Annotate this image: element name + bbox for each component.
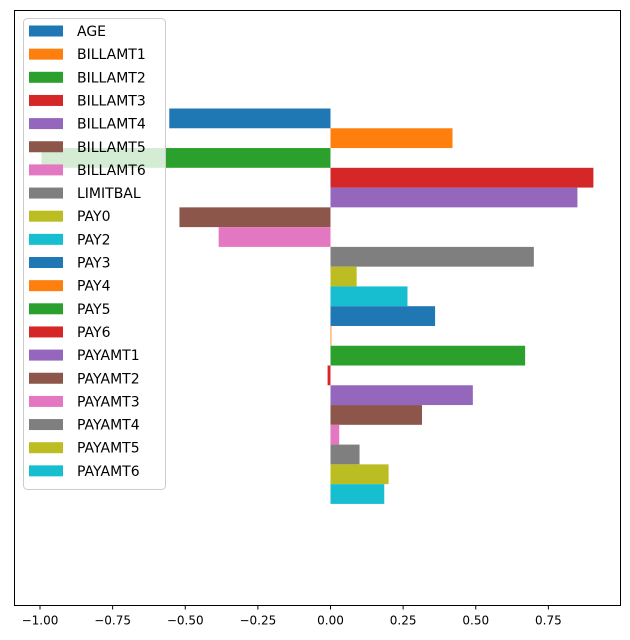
x-tick-label: 0.50: [462, 614, 489, 628]
x-tick-label: −0.75: [94, 614, 131, 628]
legend-swatch-pay6: [29, 326, 63, 338]
legend-label-billamt1: BILLAMT1: [77, 47, 146, 63]
legend-swatch-limitbal: [29, 187, 63, 199]
legend-swatch-billamt1: [29, 48, 63, 60]
legend-label-pay0: PAY0: [77, 209, 111, 225]
legend-label-age: AGE: [77, 24, 106, 40]
legend-swatch-payamt3: [29, 395, 63, 407]
legend-label-payamt1: PAYAMT1: [77, 348, 140, 364]
legend-swatch-age: [29, 25, 63, 37]
bar-age: [169, 108, 331, 129]
legend-swatch-billamt6: [29, 164, 63, 176]
bar-pay5: [330, 345, 526, 366]
legend-swatch-pay5: [29, 303, 63, 315]
bar-billamt1: [330, 128, 453, 149]
legend-label-billamt6: BILLAMT6: [77, 163, 146, 179]
axes-layer: −1.00 −0.75 −0.50 −0.25 0.00 0.25 0.50 0.75: [14, 10, 621, 628]
legend-label-pay5: PAY5: [77, 302, 111, 318]
bar-billamt3: [330, 167, 594, 188]
bar-pay2: [330, 286, 408, 307]
bar-payamt2: [330, 405, 423, 425]
legend-swatch-payamt4: [29, 419, 63, 431]
x-tick-label: 0.75: [535, 614, 562, 628]
bar-limitbal: [330, 246, 534, 267]
legend-swatch-payamt5: [29, 442, 63, 454]
bar-pay4: [330, 325, 332, 346]
legend-label-billamt3: BILLAMT3: [77, 93, 146, 109]
bar-billamt5: [179, 207, 331, 228]
x-tick-label: −1.00: [22, 614, 59, 628]
legend-swatch-payamt1: [29, 349, 63, 361]
bar-billamt6: [218, 227, 331, 247]
legend: AGE BILLAMT1 BILLAMT2 BILLAMT3 BILLAMT4 BILLA…: [23, 18, 166, 490]
bar-pay0: [330, 266, 357, 287]
legend-swatch-payamt2: [29, 372, 63, 384]
legend-swatch-billamt5: [29, 141, 63, 153]
bar-payamt4: [330, 444, 360, 465]
legend-label-pay2: PAY2: [77, 232, 111, 248]
legend-label-payamt3: PAYAMT3: [77, 394, 140, 410]
legend-swatch-billamt4: [29, 118, 63, 130]
legend-swatch-pay0: [29, 210, 63, 222]
legend-label-billamt5: BILLAMT5: [77, 140, 146, 156]
legend-label-payamt4: PAYAMT4: [77, 418, 140, 434]
bars-layer: [41, 108, 594, 504]
legend-swatch-pay3: [29, 257, 63, 268]
legend-swatch-billamt2: [29, 71, 63, 83]
bar-payamt6: [330, 484, 385, 504]
legend-label-payamt6: PAYAMT6: [77, 464, 140, 480]
x-tick-label: 0.00: [317, 614, 344, 628]
plot-frame: [14, 10, 621, 606]
legend-label-payamt2: PAYAMT2: [77, 371, 140, 387]
legend-swatch-pay4: [29, 280, 63, 292]
legend-swatch-payamt6: [29, 465, 63, 477]
x-tick-label: −0.25: [239, 614, 276, 628]
legend-label-pay3: PAY3: [77, 256, 111, 272]
bar-payamt5: [330, 464, 389, 485]
bar-payamt1: [330, 385, 473, 406]
legend-label-pay4: PAY4: [77, 279, 111, 295]
legend-label-pay6: PAY6: [77, 325, 111, 341]
legend-label-billamt4: BILLAMT4: [77, 117, 146, 133]
legend-box: [23, 18, 166, 490]
legend-label-limitbal: LIMITBAL: [77, 186, 141, 202]
legend-label-payamt5: PAYAMT5: [77, 441, 140, 457]
legend-label-billamt2: BILLAMT2: [77, 70, 146, 86]
legend-swatch-pay2: [29, 233, 63, 245]
bar-payamt3: [330, 424, 340, 445]
bar-billamt4: [330, 187, 578, 208]
x-tick-label: −0.50: [167, 614, 204, 628]
legend-swatch-billamt3: [29, 94, 63, 106]
bar-pay6: [327, 365, 331, 386]
x-tick-label: 0.25: [390, 614, 417, 628]
bar-pay3: [330, 306, 436, 326]
